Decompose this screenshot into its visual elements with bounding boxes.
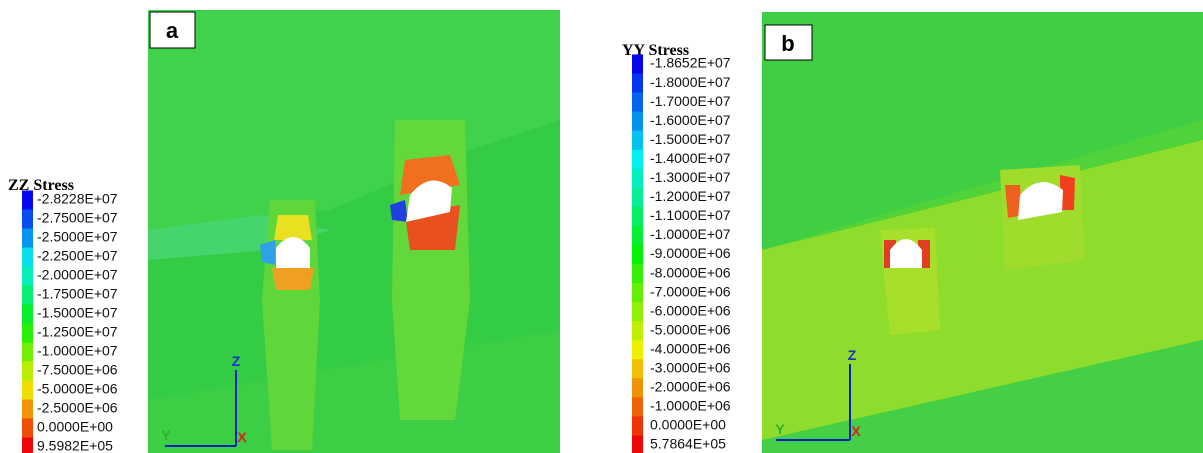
legend-swatch [22, 228, 33, 248]
legend-label: -1.2000E+07 [650, 188, 731, 204]
legend-swatch [22, 399, 33, 419]
legend-swatch [22, 380, 33, 400]
legend-label: -1.4000E+07 [650, 150, 731, 166]
legend-swatch [632, 206, 643, 227]
legend-label: 0.0000E+00 [37, 419, 113, 435]
legend-label: -1.6000E+07 [650, 112, 731, 128]
legend-swatch [22, 323, 33, 343]
legend-swatch [22, 304, 33, 324]
legend-label: -2.7500E+07 [37, 210, 118, 226]
legend-swatch [22, 209, 33, 229]
legend-swatch [632, 187, 643, 208]
legend-label: -6.0000E+06 [650, 302, 731, 318]
legend-swatch [632, 283, 643, 303]
legend-swatch [22, 342, 33, 362]
legend-label: -9.0000E+06 [650, 245, 731, 261]
panel-label-box [149, 11, 196, 49]
axis-triad-a: Z Y X [161, 353, 247, 447]
legend-swatch [632, 321, 643, 341]
legend-swatch [632, 264, 643, 284]
legend-swatch [22, 247, 33, 267]
legend-label: -7.0000E+06 [650, 283, 731, 299]
legend-label: -1.5000E+07 [37, 305, 118, 321]
legend-swatch [632, 359, 643, 379]
legend-label: -2.2500E+07 [37, 248, 118, 264]
axis-triad-b: Z Y X [775, 347, 861, 441]
legend-swatch [632, 302, 643, 322]
legend-label: -5.0000E+06 [37, 381, 118, 397]
legend-swatch [632, 92, 643, 113]
panel-label: b [781, 31, 794, 56]
legend-title: ZZ Stress [8, 177, 74, 194]
legend-swatch [632, 340, 643, 360]
legend-label: -2.0000E+07 [37, 267, 118, 283]
legend-label: -2.5000E+07 [37, 229, 118, 245]
legend-label: -1.7500E+07 [37, 286, 118, 302]
legend-swatch [632, 416, 643, 436]
legend-swatch [632, 73, 643, 94]
legend-swatch [22, 285, 33, 305]
axis-label: X [851, 423, 861, 439]
legend-label: -2.0000E+06 [650, 379, 731, 395]
contour-field-b [762, 12, 1203, 453]
legend-label: -5.0000E+06 [650, 321, 731, 337]
legend-label: 0.0000E+00 [650, 417, 726, 433]
legend-swatch [632, 111, 643, 132]
panel-label-box [764, 24, 813, 61]
legend-label: -4.0000E+06 [650, 340, 731, 356]
contour-field-a [148, 10, 560, 453]
legend-label: -1.8000E+07 [650, 74, 731, 90]
legend-swatch [632, 149, 643, 170]
legend-label: -1.7000E+07 [650, 93, 731, 109]
legend-swatch [632, 397, 643, 417]
legend-label: -1.3000E+07 [650, 169, 731, 185]
legend-label: -2.8228E+07 [37, 191, 118, 207]
legend-label: -8.0000E+06 [650, 264, 731, 280]
legend-label: -2.5000E+06 [37, 400, 118, 416]
legend-swatch [22, 437, 33, 453]
legend-swatch [632, 130, 643, 151]
legend-label: 9.5982E+05 [37, 438, 113, 453]
legend-swatch [632, 378, 643, 398]
legend-label: -1.0000E+07 [37, 343, 118, 359]
legend-swatch [632, 244, 643, 265]
legend-label: -1.1000E+07 [650, 207, 731, 223]
legend-label: -1.2500E+07 [37, 324, 118, 340]
legend-label: -7.5000E+06 [37, 362, 118, 378]
legend-label: 5.7864E+05 [650, 436, 726, 452]
axis-label: X [237, 429, 247, 445]
legend-label: -1.0000E+07 [650, 226, 731, 242]
legend-swatch [22, 418, 33, 438]
legend-swatch [632, 54, 643, 75]
legend-label: -1.8652E+07 [650, 55, 731, 71]
legend-swatch [22, 361, 33, 381]
legend-swatch [22, 266, 33, 286]
axis-label: Z [232, 353, 241, 369]
panel-label: a [166, 18, 179, 43]
legend-label: -3.0000E+06 [650, 360, 731, 376]
legend-swatch [632, 225, 643, 246]
axis-label: Y [161, 427, 171, 443]
legend-swatch [632, 168, 643, 189]
legend-label: -1.0000E+06 [650, 398, 731, 414]
axis-label: Z [848, 347, 857, 363]
legend-swatch [632, 435, 643, 453]
legend-swatch [22, 190, 33, 210]
axis-label: Y [775, 421, 785, 437]
legend-label: -1.5000E+07 [650, 131, 731, 147]
